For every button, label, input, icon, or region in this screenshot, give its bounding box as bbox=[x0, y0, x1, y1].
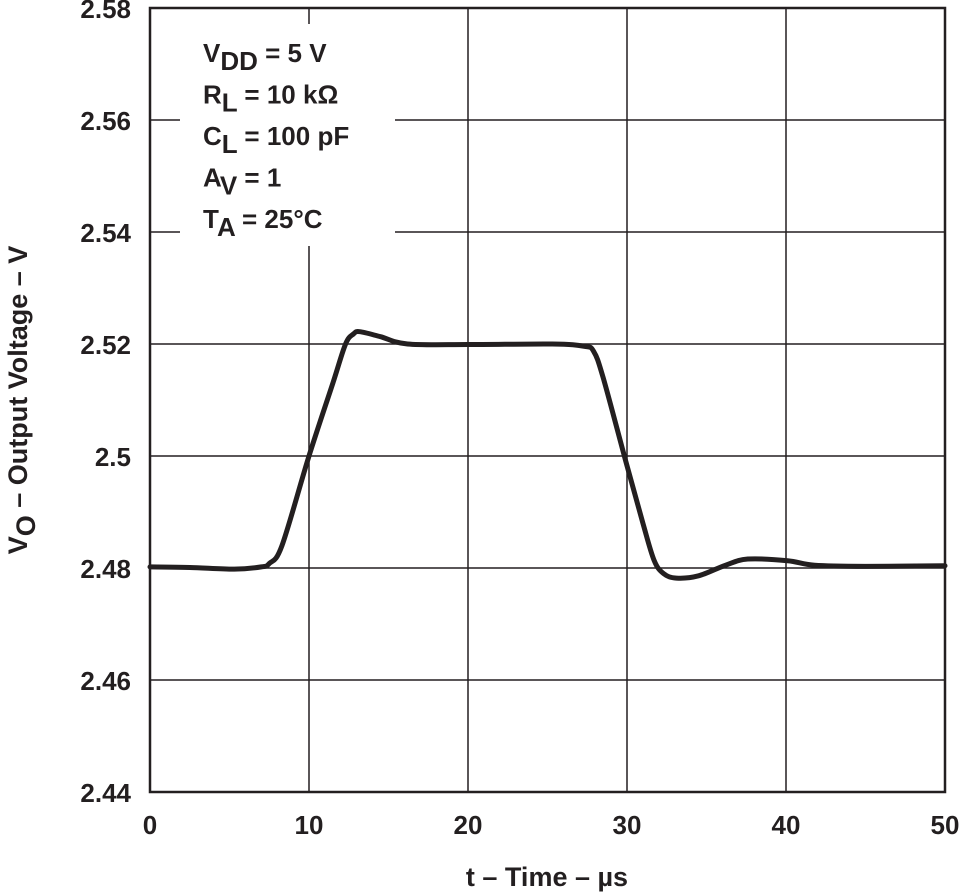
x-tick-label: 0 bbox=[143, 810, 157, 840]
annotation-value: = 5 V bbox=[258, 38, 327, 68]
y-tick-labels: 2.44 2.46 2.48 2.5 2.52 2.54 2.56 2.58 bbox=[80, 0, 131, 808]
annotation-value: = 100 pF bbox=[237, 121, 349, 151]
x-axis-label: t – Time – µs bbox=[466, 862, 628, 892]
y-tick-label: 2.5 bbox=[95, 442, 131, 472]
annotation-symbol: R bbox=[203, 80, 222, 110]
y-axis-label-sub: O bbox=[11, 515, 41, 536]
annotation-line: AV = 1 bbox=[203, 163, 281, 201]
annotation-symbol: C bbox=[203, 121, 222, 151]
y-tick-label: 2.54 bbox=[80, 218, 131, 248]
x-tick-label: 30 bbox=[613, 810, 642, 840]
x-tick-label: 20 bbox=[454, 810, 483, 840]
y-tick-label: 2.44 bbox=[80, 778, 131, 808]
y-axis-label: VO – Output Voltage – V bbox=[3, 246, 41, 555]
y-tick-label: 2.52 bbox=[80, 330, 131, 360]
plot-frame bbox=[148, 6, 947, 794]
y-tick-label: 2.56 bbox=[80, 106, 131, 136]
annotation-symbol: A bbox=[203, 163, 222, 193]
annotation-line: TA = 25°C bbox=[203, 204, 323, 242]
annotation-value: = 1 bbox=[237, 163, 281, 193]
y-tick-label: 2.48 bbox=[80, 554, 131, 584]
x-tick-label: 10 bbox=[295, 810, 324, 840]
annotation-value: = 10 kΩ bbox=[237, 80, 338, 110]
annotation-line: RL = 10 kΩ bbox=[203, 80, 338, 118]
annotation-box bbox=[180, 24, 395, 246]
x-tick-labels: 0 10 20 30 40 50 bbox=[143, 810, 960, 840]
annotation-subscript: L bbox=[222, 88, 238, 118]
y-axis-label-rest: – Output Voltage – V bbox=[3, 246, 33, 516]
annotation-line: VDD = 5 V bbox=[203, 38, 327, 76]
y-axis-label-main: V bbox=[3, 536, 33, 554]
annotation-subscript: DD bbox=[220, 46, 258, 76]
annotation-subscript: L bbox=[222, 129, 238, 159]
y-tick-label: 2.46 bbox=[80, 666, 131, 696]
y-tick-label: 2.58 bbox=[80, 0, 131, 24]
x-tick-label: 50 bbox=[931, 810, 960, 840]
annotation-value: = 25°C bbox=[235, 204, 323, 234]
annotation-symbol: T bbox=[203, 204, 219, 234]
annotation-line: CL = 100 pF bbox=[203, 121, 349, 159]
annotation-subscript: V bbox=[220, 171, 238, 201]
x-tick-label: 40 bbox=[772, 810, 801, 840]
annotation-symbol: V bbox=[203, 38, 221, 68]
annotation-subscript: A bbox=[217, 212, 236, 242]
series-line-output-voltage bbox=[147, 329, 948, 581]
